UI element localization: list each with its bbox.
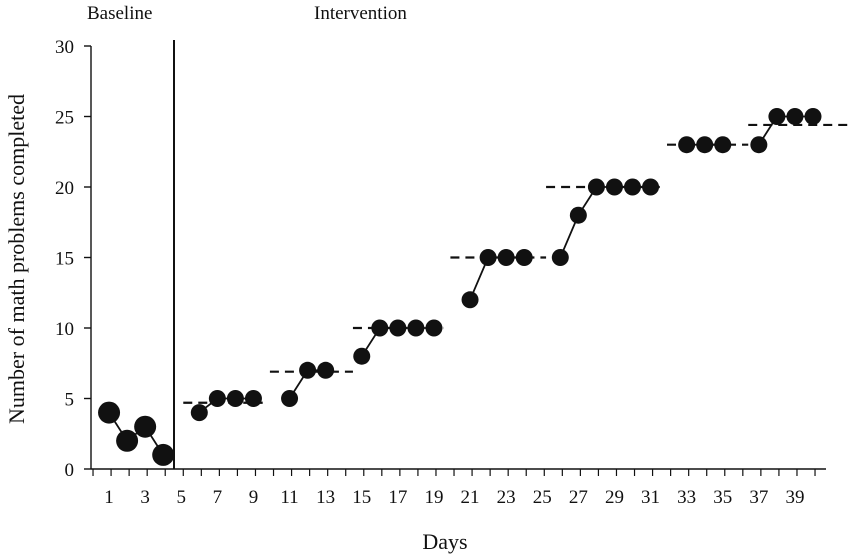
- intervention-point: [515, 249, 533, 266]
- y-tick-label: 30: [55, 37, 74, 58]
- intervention-point: [389, 319, 407, 337]
- intervention-point: [804, 108, 822, 125]
- y-tick-label: 25: [55, 108, 74, 129]
- x-tick-label: 37: [749, 487, 768, 508]
- intervention-point: [244, 390, 262, 407]
- intervention-point: [642, 178, 660, 196]
- intervention-point: [714, 136, 732, 154]
- intervention-point: [190, 404, 208, 422]
- intervention-point: [371, 319, 389, 337]
- intervention-point: [353, 347, 371, 365]
- y-tick-label: 5: [65, 390, 75, 411]
- y-tick-label: 15: [55, 249, 74, 270]
- baseline-point: [134, 415, 157, 438]
- intervention-point: [407, 319, 425, 337]
- x-tick-label: 3: [140, 487, 150, 508]
- baseline-line: [108, 412, 164, 456]
- intervention-point: [696, 136, 714, 154]
- y-axis-label: Number of math problems completed: [4, 94, 29, 424]
- x-tick-label: 27: [569, 487, 588, 508]
- x-tick-label: 23: [497, 487, 516, 508]
- labels: Number of math problems completed Days B…: [4, 3, 468, 554]
- x-tick-label: 1: [104, 487, 114, 508]
- intervention-point: [497, 249, 515, 266]
- intervention-point: [605, 178, 623, 196]
- intervention-point: [226, 390, 244, 407]
- baseline-point: [116, 429, 139, 452]
- x-tick-label: 7: [213, 487, 223, 508]
- x-tick-label: 11: [280, 487, 298, 508]
- x-tick-label: 31: [641, 487, 660, 508]
- x-tick-label: 33: [677, 487, 696, 508]
- intervention-line: [758, 115, 813, 146]
- x-tick-label: 13: [316, 487, 335, 508]
- phase-label-baseline: Baseline: [87, 3, 152, 24]
- intervention-point: [281, 390, 299, 407]
- intervention-point: [425, 319, 443, 337]
- intervention-point: [624, 178, 641, 196]
- x-tick-label: 19: [424, 487, 443, 508]
- intervention-line: [469, 256, 525, 301]
- intervention-point: [569, 206, 587, 224]
- series: [98, 108, 822, 466]
- intervention-point: [587, 178, 605, 196]
- y-tick-label: 20: [55, 178, 74, 199]
- x-tick-label: 9: [249, 487, 259, 508]
- intervention-point: [678, 136, 696, 154]
- intervention-point: [317, 361, 335, 379]
- intervention-point: [479, 249, 497, 266]
- intervention-point: [461, 291, 479, 309]
- y-tick-label: 10: [55, 319, 74, 340]
- x-tick-label: 5: [177, 487, 187, 508]
- intervention-line: [198, 397, 254, 414]
- intervention-point: [768, 108, 786, 125]
- x-tick-label: 15: [352, 487, 371, 508]
- x-tick-label: 29: [605, 487, 624, 508]
- intervention-point: [750, 136, 768, 154]
- baseline-point: [152, 443, 175, 466]
- y-tick-label: 0: [65, 460, 75, 481]
- phase-label-intervention: Intervention: [314, 3, 407, 24]
- x-tick-label: 35: [713, 487, 732, 508]
- x-tick-label: 25: [533, 487, 552, 508]
- x-tick-label: 21: [461, 487, 480, 508]
- x-axis-label: Days: [422, 529, 467, 554]
- intervention-point: [786, 108, 804, 125]
- intervention-point: [299, 361, 317, 379]
- intervention-point: [551, 249, 569, 266]
- x-tick-label: 39: [785, 487, 804, 508]
- baseline-point: [98, 401, 121, 424]
- x-tick-label: 17: [388, 487, 407, 508]
- intervention-point: [208, 390, 226, 407]
- criterion-lines: [183, 123, 848, 404]
